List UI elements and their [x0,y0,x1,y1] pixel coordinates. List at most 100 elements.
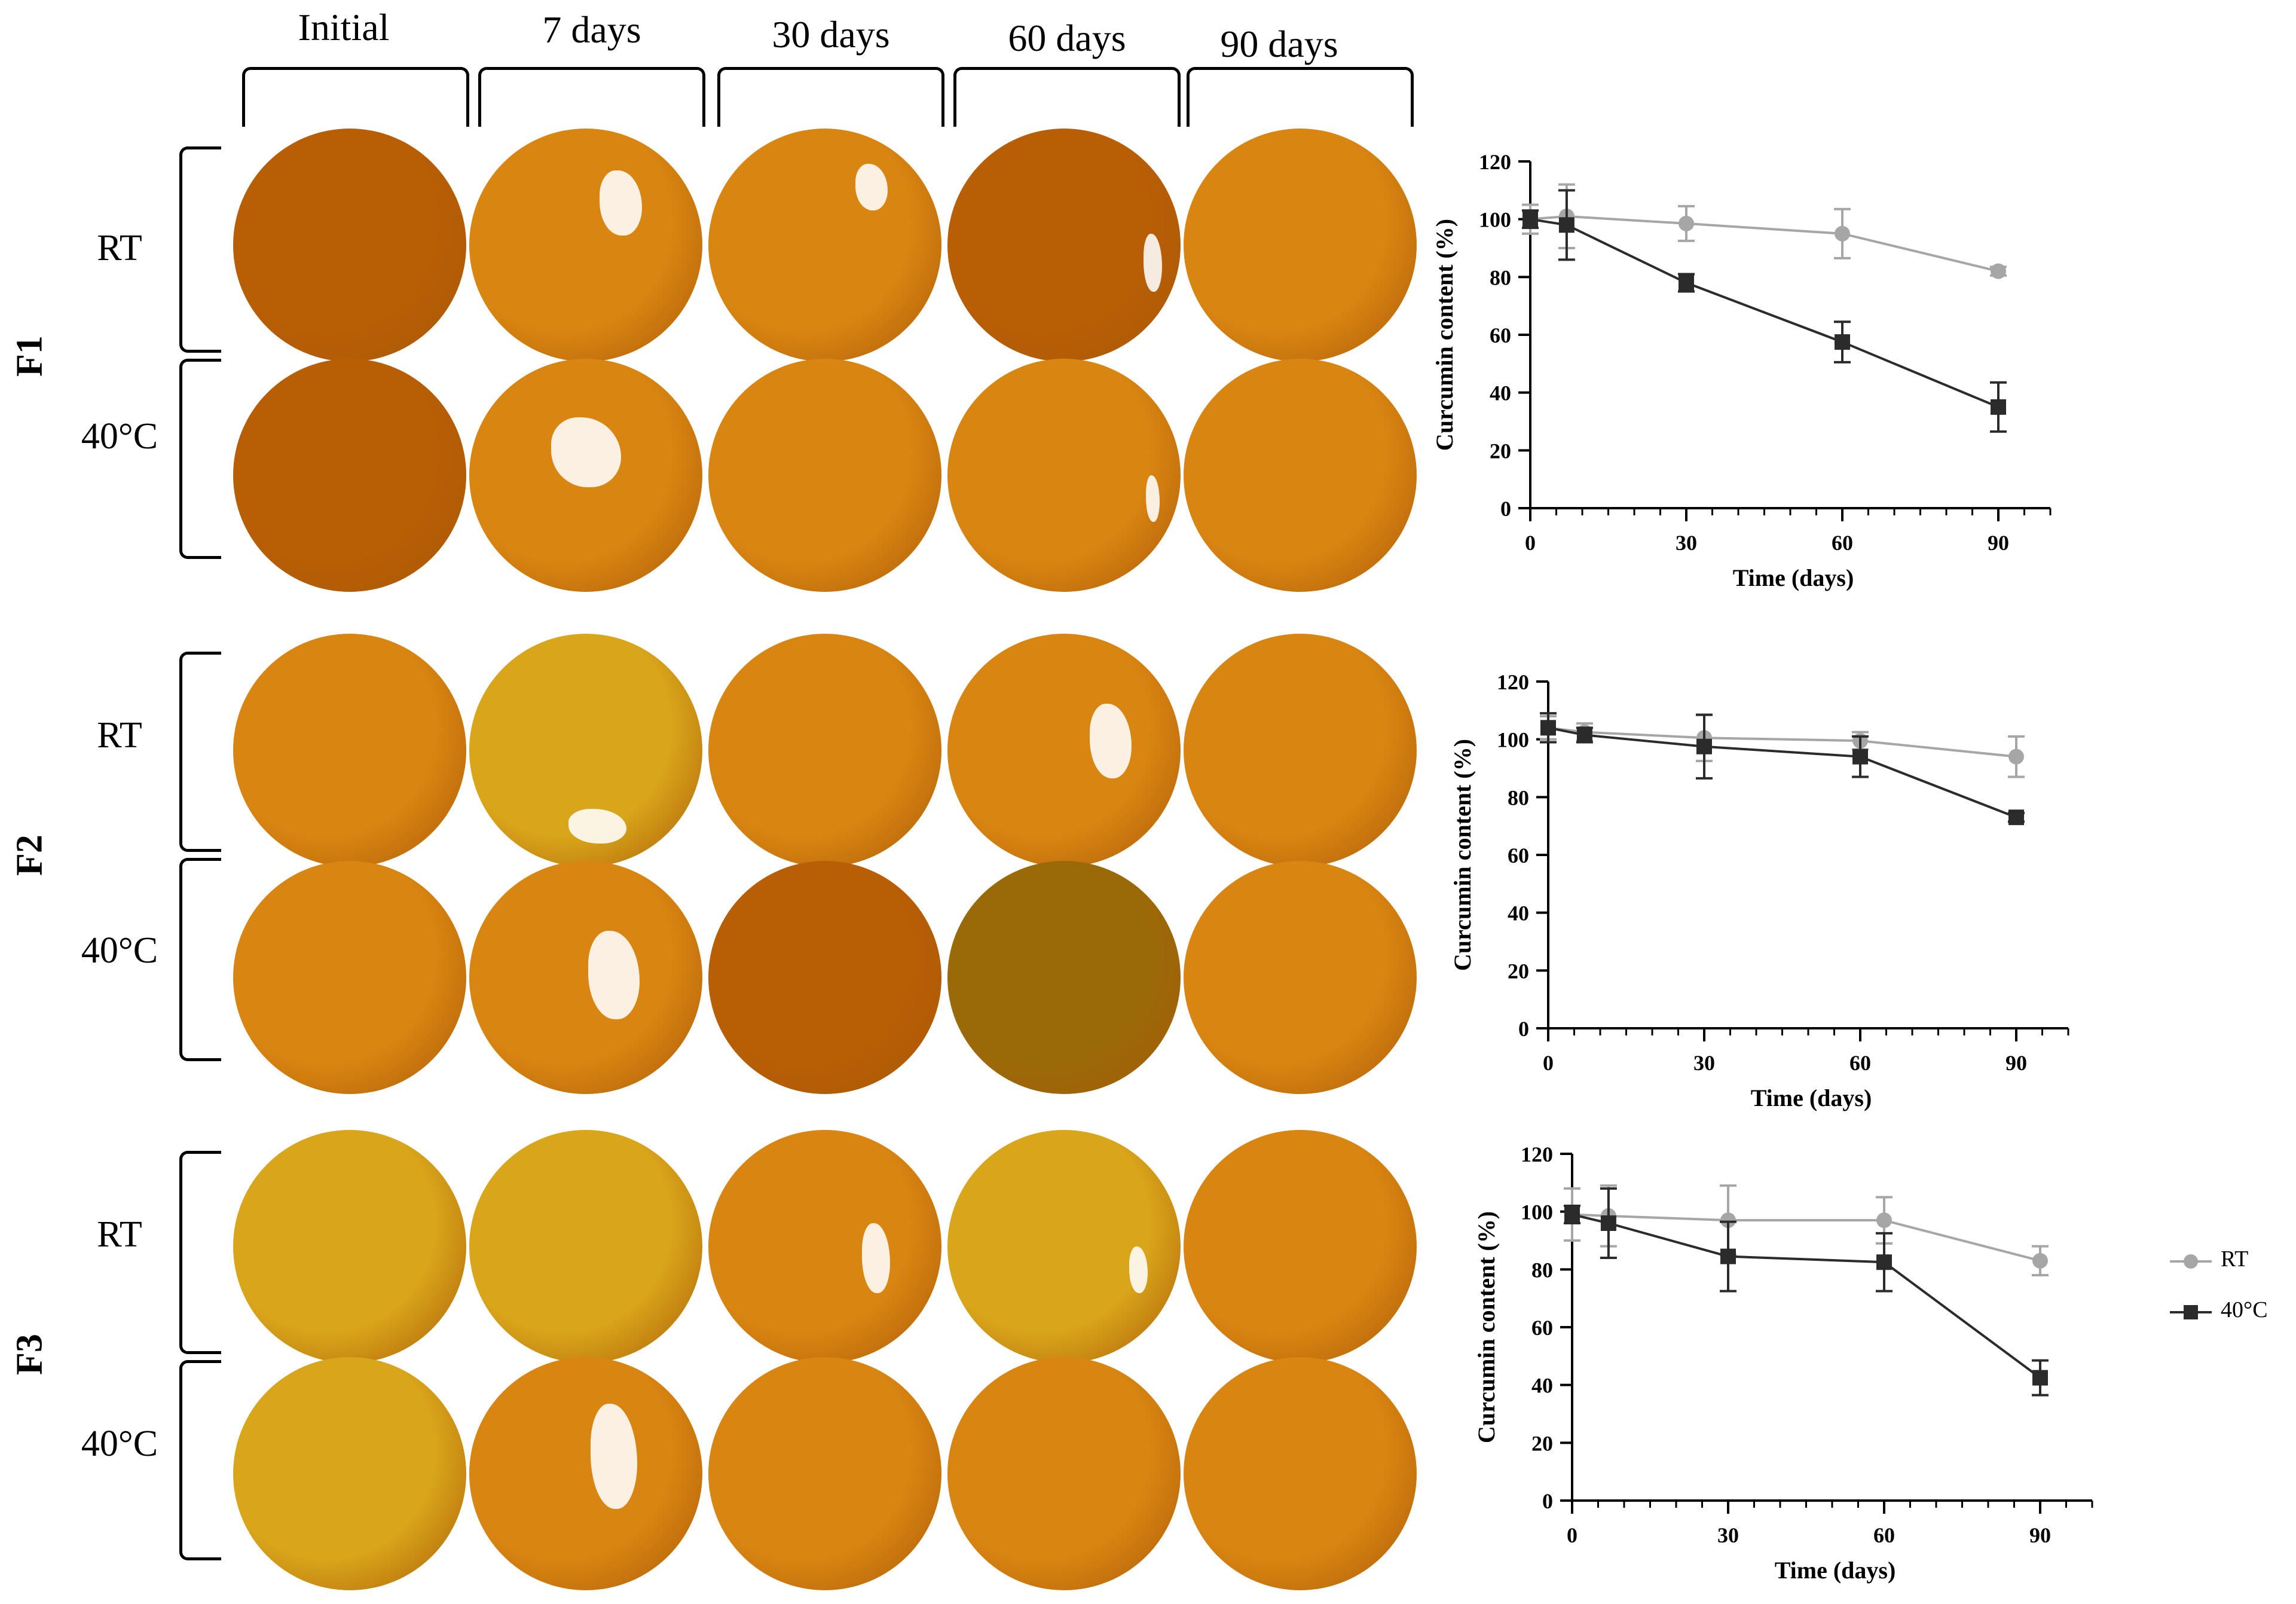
data-point [1835,225,1850,242]
data-point [1679,215,1694,231]
data-point [1576,727,1592,743]
x-tick-label: 0 [1567,1523,1577,1547]
x-tick-label: 60 [1832,531,1853,555]
condition-label-f2-rt: RT [97,715,142,756]
condition-label-f3-40c: 40°C [81,1423,158,1464]
series-line [1572,1213,2041,1262]
column-header-7-days: 7 days [542,8,641,51]
sample-dish-f1-40c-initial [233,359,466,592]
sample-dish-f2-40c-initial [233,861,466,1094]
sample-dish-f1-rt-90-days [1184,129,1417,362]
data-point [1696,738,1712,754]
chart-f1: 0 30 60 90 0 20 40 60 80 100 120 Time (days) Curcumi… [1431,150,2052,591]
y-tick-label: 120 [1479,150,1511,174]
light-reflection [568,808,627,844]
y-tick-label: 80 [1531,1258,1553,1282]
column-brace-initial [242,67,469,127]
data-point [1876,1254,1892,1270]
light-reflection [588,931,640,1020]
column-header-90-days: 90 days [1220,23,1338,65]
formulation-label-f3: F3 [9,1334,50,1375]
series-40c [1564,1187,2049,1397]
sample-dish-f1-40c-30-days [708,359,941,592]
sample-dish-f3-40c-7-days [469,1357,702,1590]
sample-dish-f3-40c-60-days [947,1357,1181,1590]
sample-dish-f2-40c-90-days [1184,861,1417,1094]
sample-dish-f3-rt-initial [233,1130,466,1363]
y-tick-label: 20 [1490,439,1511,463]
sample-dish-f3-rt-60-days [947,1130,1181,1363]
y-tick-label: 40 [1508,902,1529,925]
y-tick-label: 100 [1521,1200,1553,1224]
sample-dish-f3-rt-30-days [708,1130,941,1363]
y-tick-label: 40 [1531,1374,1553,1398]
x-axis-label: Time (days) [1775,1557,1896,1584]
light-reflection [1129,1246,1148,1293]
sample-dish-f2-40c-60-days [947,861,1181,1094]
y-tick-label: 60 [1508,844,1529,867]
sample-dish-f2-rt-60-days [947,634,1181,867]
data-point [1876,1212,1892,1229]
sample-dish-f2-rt-initial [233,634,466,867]
series-line [1530,215,1999,273]
column-brace-30-days [717,67,944,127]
series-line [1530,218,1999,408]
x-axis-label: Time (days) [1733,564,1854,591]
row-brace-f2-40c [179,858,221,1061]
y-axis-label: Curcumin content (%) [1449,739,1476,971]
sample-dish-f1-rt-7-days [469,129,702,362]
x-tick-label: 30 [1717,1523,1739,1547]
data-point [1679,275,1694,291]
series-line [1548,726,2017,819]
y-tick-label: 80 [1490,265,1511,289]
sample-dish-f2-rt-90-days [1184,634,1417,867]
sample-dish-f1-rt-initial [233,129,466,362]
row-brace-f3-rt [179,1151,221,1354]
light-reflection [1145,475,1160,522]
legend-label-40c: 40°C [2221,1297,2268,1322]
y-axis-label: Curcumin content (%) [1431,219,1458,451]
sample-dish-f3-40c-30-days [708,1357,941,1590]
series-rt [1540,713,2025,778]
legend-item-40c: 40°C [2164,1294,2295,1330]
y-tick-label: 0 [1500,497,1511,521]
sample-dish-f1-40c-60-days [947,359,1181,592]
sample-dish-f2-rt-7-days [469,634,702,867]
legend-item-rt: RT [2164,1244,2295,1279]
series-40c [1540,712,2025,826]
data-point [1522,211,1538,227]
sample-dish-f1-rt-60-days [947,129,1181,362]
x-axis-label: Time (days) [1751,1084,1872,1111]
y-tick-label: 20 [1508,959,1529,983]
condition-label-f3-rt: RT [97,1214,142,1255]
column-header-30-days: 30 days [772,13,890,56]
light-reflection [590,1404,637,1509]
legend-label-rt: RT [2221,1246,2249,1272]
x-tick-label: 90 [2005,1051,2027,1075]
sample-dish-f3-rt-7-days [469,1130,702,1363]
y-tick-label: 60 [1531,1316,1553,1340]
data-point [2008,809,2024,826]
legend-marker-40c [2170,1305,2212,1319]
sample-dish-f1-rt-30-days [708,129,941,362]
y-tick-label: 80 [1508,786,1529,809]
data-point [1720,1212,1736,1229]
data-point [1564,1206,1580,1223]
light-reflection [862,1223,891,1293]
light-reflection [855,163,888,210]
sample-dish-f3-rt-90-days [1184,1130,1417,1363]
light-reflection [600,170,642,236]
sample-dish-f3-40c-initial [233,1357,466,1590]
x-tick-label: 90 [1988,531,2009,555]
data-point [1720,1248,1736,1264]
y-tick-label: 120 [1521,1142,1553,1166]
y-tick-label: 120 [1497,670,1529,694]
data-point [1600,1215,1616,1231]
x-tick-label: 30 [1693,1051,1715,1075]
column-header-initial: Initial [298,6,390,48]
data-point [2032,1252,2048,1269]
sample-dish-f1-40c-7-days [469,359,702,592]
sample-dish-f2-rt-30-days [708,634,941,867]
y-axis-label: Curcumin content (%) [1473,1211,1500,1443]
formulation-label-f2: F2 [9,835,50,876]
